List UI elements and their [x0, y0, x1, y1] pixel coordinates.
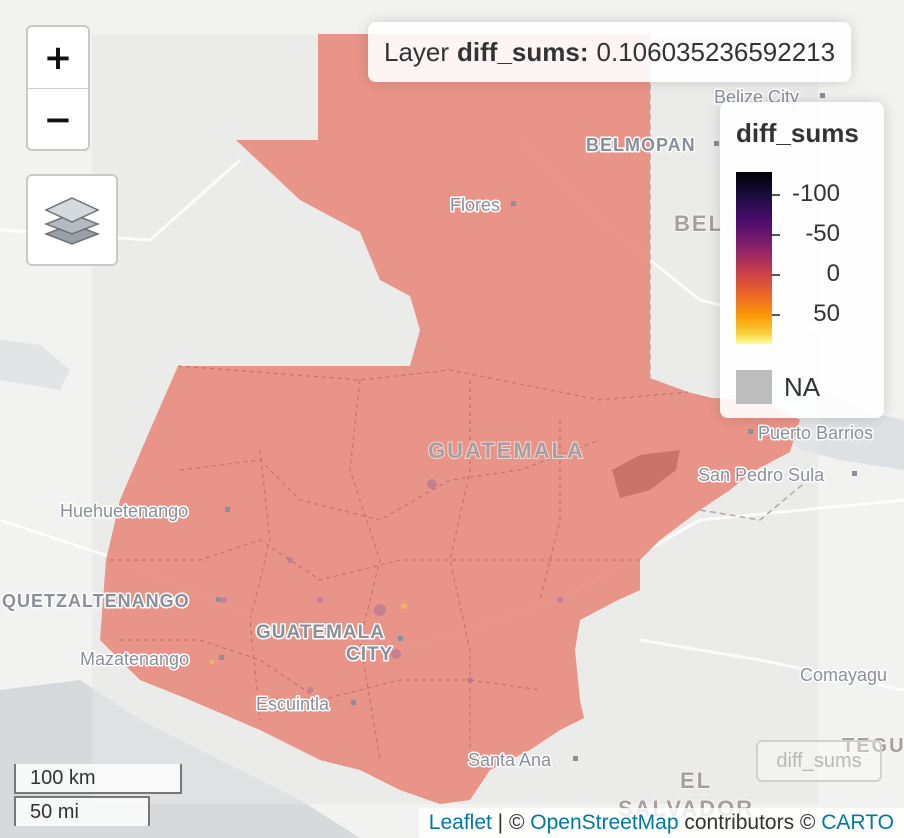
legend-title: diff_sums: [736, 118, 859, 148]
label-puerto-barrios: Puerto Barrios: [758, 423, 873, 443]
bay-water: [0, 340, 70, 390]
legend-na-label: NA: [784, 372, 821, 402]
legend-tick: [772, 274, 780, 276]
label-el-salvador-line1: EL: [680, 768, 712, 793]
scale-bar-mi: 50 mi: [14, 796, 150, 826]
legend: diff_sums -100 -50 0 50 NA: [720, 102, 884, 418]
label-guatemala-city-line2: CITY: [346, 644, 393, 665]
legend-label: 0: [826, 260, 840, 287]
label-flores: Flores: [450, 195, 500, 215]
scale-bar-km: 100 km: [14, 764, 182, 794]
layers-icon: [44, 197, 100, 245]
label-santa-ana: Santa Ana: [468, 750, 552, 770]
layers-control-button[interactable]: [26, 174, 118, 266]
legend-na-swatch: [736, 370, 772, 404]
info-hover-box: Layer diff_sums: 0.106035236592213: [368, 22, 852, 82]
label-guatemala-city-line1: GUATEMALA: [256, 622, 385, 643]
label-quetzaltenango: QUETZALTENANGO: [2, 591, 190, 611]
attribution: Leaflet | © OpenStreetMap contributors ©…: [418, 808, 904, 838]
attribution-sep: | ©: [491, 811, 531, 834]
info-layer-name: diff_sums:: [457, 36, 589, 67]
layer-group-tag[interactable]: diff_sums: [756, 740, 882, 782]
attribution-contributors: contributors ©: [678, 811, 822, 834]
leaflet-link[interactable]: Leaflet: [428, 811, 492, 834]
label-mazatenango: Mazatenango: [80, 649, 189, 669]
legend-tick: [772, 194, 780, 196]
zoom-control: + −: [26, 25, 90, 151]
label-escuintla: Escuintla: [256, 694, 330, 714]
lake-izabal: [612, 450, 680, 498]
label-guatemala-country: GUATEMALA: [428, 438, 585, 463]
guatemala-layer: [100, 34, 800, 804]
label-san-pedro-sula: San Pedro Sula: [698, 465, 825, 485]
info-value: 0.106035236592213: [596, 36, 836, 67]
zoom-out-button[interactable]: −: [28, 88, 88, 149]
zoom-in-button[interactable]: +: [43, 37, 73, 78]
info-prefix: Layer: [384, 36, 450, 67]
legend-label: -100: [791, 180, 840, 207]
legend-tick: [772, 314, 780, 316]
legend-label: -50: [805, 220, 840, 247]
legend-tick: [772, 234, 780, 236]
label-belize-country: BEL: [674, 211, 724, 236]
legend-label: 50: [813, 300, 840, 327]
osm-link[interactable]: OpenStreetMap: [530, 811, 679, 834]
label-belmopan: BELMOPAN: [586, 135, 696, 155]
label-huehuetenango: Huehuetenango: [60, 501, 188, 521]
carto-link[interactable]: CARTO: [821, 811, 894, 834]
legend-color-bar: [736, 172, 772, 344]
label-comayagua: Comayagu: [800, 665, 887, 685]
label-tegucigalpa: TEGU: [842, 735, 904, 757]
